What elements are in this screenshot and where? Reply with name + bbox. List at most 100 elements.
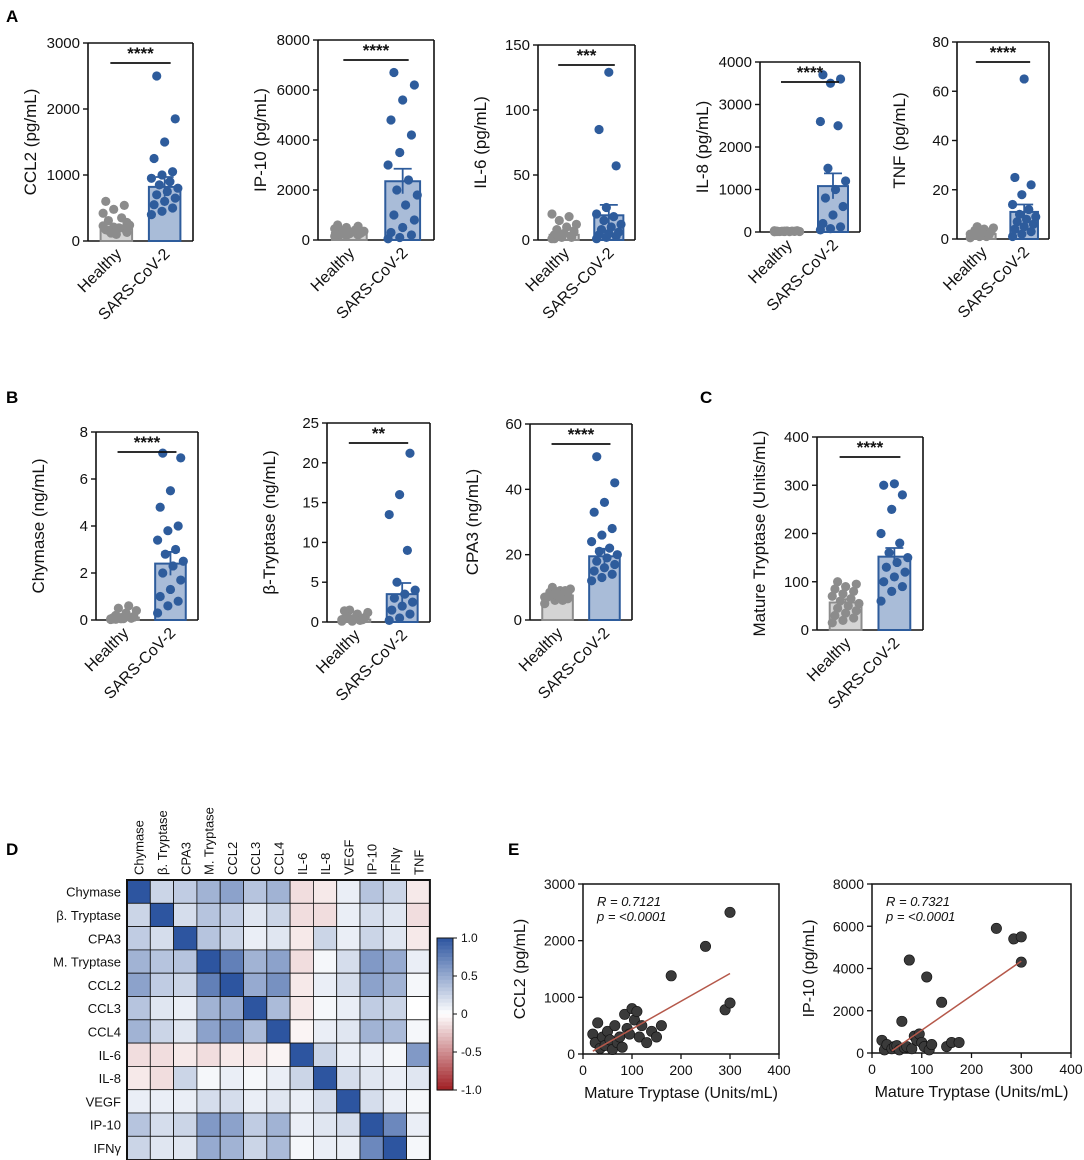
x-tick-label: 400 xyxy=(1059,1061,1083,1077)
heatmap-cell xyxy=(149,949,175,974)
data-point-sars-cov-2 xyxy=(1026,180,1036,190)
significance-stars: **** xyxy=(990,43,1017,62)
y-tick-label: 0 xyxy=(514,612,522,629)
data-point-healthy xyxy=(113,603,123,613)
chart-scatter-ccl2: 0 1000 2000 3000 0 100 200 300 400 Mature Tryptas… xyxy=(512,876,791,1102)
y-tick-label: 0 xyxy=(302,232,310,249)
data-point-sars-cov-2 xyxy=(1017,229,1027,239)
data-point-sars-cov-2 xyxy=(149,153,159,164)
data-point-sars-cov-2 xyxy=(157,206,167,216)
heatmap-cell xyxy=(266,1042,291,1067)
heatmap-cell xyxy=(219,1042,244,1067)
heatmap-cell xyxy=(312,1112,338,1137)
data-point-sars-cov-2 xyxy=(825,78,836,88)
data-point-sars-cov-2 xyxy=(409,80,419,90)
colorbar-segment xyxy=(437,1025,453,1030)
scatter-point xyxy=(650,1031,662,1043)
heatmap-cell xyxy=(406,972,431,997)
data-point-sars-cov-2 xyxy=(612,550,622,560)
data-point-sars-cov-2 xyxy=(599,497,610,507)
heatmap-cell xyxy=(359,972,384,997)
data-point-healthy xyxy=(103,215,114,226)
y-tick-label: 0 xyxy=(311,614,319,631)
data-point-sars-cov-2 xyxy=(835,222,846,232)
data-point-sars-cov-2 xyxy=(402,545,412,555)
y-tick-label: 10 xyxy=(302,534,319,551)
heatmap-cell xyxy=(312,902,338,927)
heatmap-cell xyxy=(406,926,431,951)
y-tick-label: 20 xyxy=(505,547,522,564)
y-tick-label: 2000 xyxy=(833,1003,864,1019)
y-tick-label: 0 xyxy=(80,612,88,629)
scatter-point xyxy=(1015,931,1027,943)
heatmap-cell xyxy=(243,902,268,927)
colorbar-segment xyxy=(437,1055,453,1061)
heatmap-cell xyxy=(289,1066,314,1091)
data-point-sars-cov-2 xyxy=(165,584,176,595)
colorbar-segment xyxy=(437,1040,453,1045)
y-tick-label: 0 xyxy=(801,622,809,639)
scatter-point xyxy=(592,1017,604,1029)
scatter-point xyxy=(616,1041,628,1053)
data-point-sars-cov-2 xyxy=(815,116,826,127)
x-axis-label: Mature Tryptase (Units/mL) xyxy=(875,1084,1069,1101)
column-label: TNF xyxy=(411,850,426,875)
heatmap-cell xyxy=(173,926,198,951)
heatmap-cell xyxy=(266,1135,291,1160)
y-tick-label: 2 xyxy=(80,565,88,582)
y-tick-label: 2000 xyxy=(719,139,752,156)
x-tick-label: 100 xyxy=(910,1061,934,1077)
data-point-healthy xyxy=(554,215,564,226)
heatmap-cell xyxy=(336,879,361,904)
heatmap-cell xyxy=(196,996,221,1021)
y-tick-label: 50 xyxy=(513,167,530,184)
heatmap-cell xyxy=(243,1089,268,1114)
data-point-sars-cov-2 xyxy=(589,507,599,517)
colorbar-segment xyxy=(437,1006,453,1011)
data-point-healthy xyxy=(841,608,851,618)
heatmap-cell xyxy=(173,972,198,997)
heatmap-cell xyxy=(289,1019,314,1044)
heatmap-cell xyxy=(173,1042,198,1067)
correlation-p: p = <0.0001 xyxy=(885,909,955,924)
y-tick-label: 0 xyxy=(567,1046,575,1062)
heatmap-cell xyxy=(173,902,198,927)
y-tick-label: 15 xyxy=(302,495,319,512)
y-tick-label: 3000 xyxy=(544,876,575,892)
colorbar-segment xyxy=(437,983,453,988)
heatmap-cell xyxy=(382,1112,407,1137)
heatmap-cell xyxy=(173,1135,198,1160)
y-tick-label: 300 xyxy=(784,477,809,494)
scatter-point xyxy=(906,1043,918,1055)
heatmap-cell xyxy=(359,1135,384,1160)
y-tick-label: 6000 xyxy=(277,82,310,99)
heatmap-cell xyxy=(243,996,268,1021)
data-point-sars-cov-2 xyxy=(165,486,176,496)
y-tick-label: 2000 xyxy=(277,182,310,199)
y-tick-label: 4000 xyxy=(833,961,864,977)
heatmap-cell xyxy=(243,1112,268,1137)
significance-stars: **** xyxy=(568,425,595,444)
row-label: CCL2 xyxy=(88,978,121,993)
correlation-p: p = <0.0001 xyxy=(596,909,666,924)
data-point-sars-cov-2 xyxy=(160,137,170,147)
y-tick-label: 4000 xyxy=(719,54,752,71)
data-point-sars-cov-2 xyxy=(887,586,897,597)
heatmap-cell xyxy=(266,902,291,927)
heatmap-cell xyxy=(359,1066,384,1091)
heatmap-cell xyxy=(196,902,221,927)
y-tick-label: 200 xyxy=(784,526,809,543)
data-point-healthy xyxy=(833,577,843,587)
data-point-sars-cov-2 xyxy=(158,448,168,458)
heatmap-cell xyxy=(312,949,338,974)
y-tick-label: 60 xyxy=(932,83,949,100)
data-point-sars-cov-2 xyxy=(410,585,420,595)
y-tick-label: 1000 xyxy=(544,989,575,1005)
heatmap-cell xyxy=(173,1019,198,1044)
heatmap-cell xyxy=(289,1042,314,1067)
y-axis-label: IP-10 (pg/mL) xyxy=(251,88,270,192)
data-point-sars-cov-2 xyxy=(607,523,617,534)
